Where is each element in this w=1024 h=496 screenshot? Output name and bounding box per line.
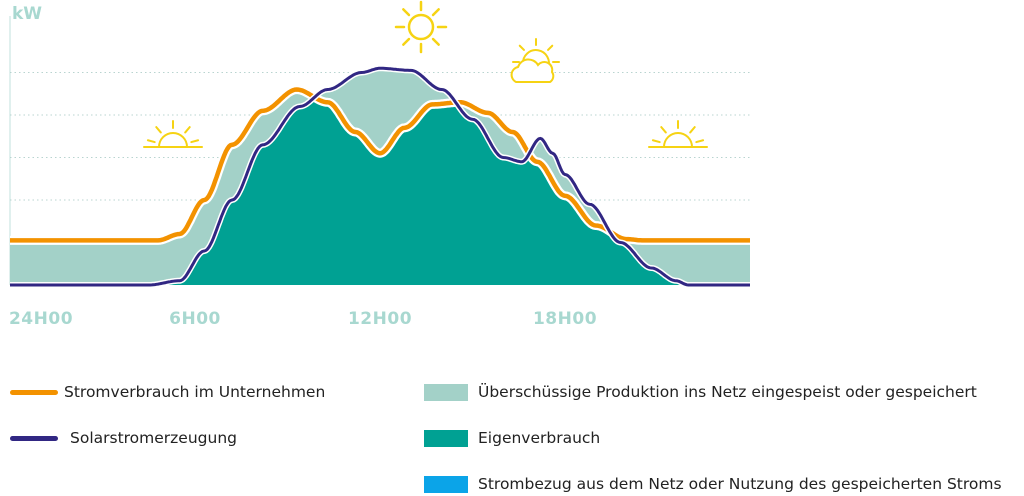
chart-lines <box>7 65 753 288</box>
energy-chart <box>7 0 753 288</box>
legend-item-self: Eigenverbrauch <box>424 426 600 450</box>
grid-supply-swatch <box>424 475 468 493</box>
x-tick-label: 12H00 <box>347 309 413 329</box>
surplus-area <box>10 68 750 285</box>
weather-icons <box>143 0 708 148</box>
chart-areas <box>10 68 750 285</box>
x-tick-label: 18H00 <box>532 309 598 329</box>
legend-item-surplus: Überschüssige Produktion ins Netz einges… <box>424 380 977 404</box>
legend-label-surplus: Überschüssige Produktion ins Netz einges… <box>478 383 977 401</box>
legend-item-grid: Strombezug aus dem Netz oder Nutzung des… <box>424 472 1002 496</box>
self-consumption-swatch <box>424 429 468 447</box>
consumption-line <box>9 87 751 243</box>
surplus-swatch <box>424 383 468 401</box>
legend-label-solar: Solarstromerzeugung <box>70 429 237 447</box>
sun-icon <box>394 0 448 54</box>
sunset-icon <box>648 120 708 148</box>
solar-line <box>10 66 750 287</box>
self-consumption-area <box>10 97 750 285</box>
legend-item-consumption: Stromverbrauch im Unternehmen <box>10 380 325 404</box>
y-axis-unit: kW <box>12 4 43 24</box>
legend-label-self: Eigenverbrauch <box>478 429 601 447</box>
legend-label-consumption: Stromverbrauch im Unternehmen <box>64 383 326 401</box>
legend-label-grid: Strombezug aus dem Netz oder Nutzung des… <box>478 475 1002 493</box>
sun-behind-cloud-icon <box>510 38 560 83</box>
x-tick-label: 6H00 <box>169 309 221 329</box>
sunrise-icon <box>143 120 203 148</box>
x-tick-label: 24H00 <box>8 309 74 329</box>
consumption-line-swatch <box>10 389 58 395</box>
solar-line-swatch <box>10 435 58 441</box>
legend-item-solar: Solarstromerzeugung <box>10 426 237 450</box>
